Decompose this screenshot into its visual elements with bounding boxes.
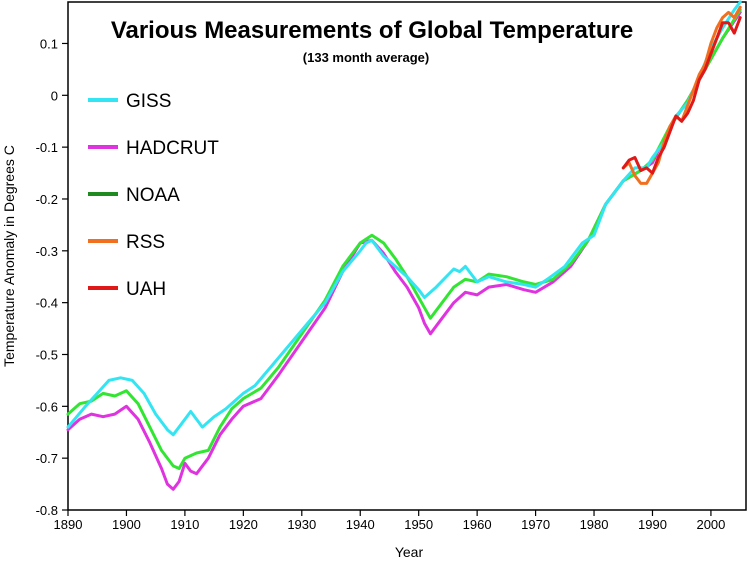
y-tick-label: 0.1 [40, 36, 58, 51]
x-tick-label: 1960 [463, 517, 492, 532]
x-tick-label: 1940 [346, 517, 375, 532]
chart-title: Various Measurements of Global Temperatu… [111, 17, 633, 44]
y-axis-label: Temperature Anomaly in Degrees C [1, 145, 17, 367]
legend-label-hadcrut: HADCRUT [126, 138, 219, 159]
legend-label-noaa: NOAA [126, 185, 180, 206]
legend-label-uah: UAH [126, 279, 166, 300]
y-tick-label: -0.8 [36, 503, 58, 518]
x-tick-label: 1990 [638, 517, 667, 532]
x-tick-label: 1910 [170, 517, 199, 532]
y-tick-label: -0.3 [36, 244, 58, 259]
legend: GISS HADCRUT NOAA RSS UAH [88, 91, 219, 300]
chart-subtitle: (133 month average) [303, 50, 429, 65]
y-tick-label: -0.1 [36, 140, 58, 155]
plot-area [67, 1, 747, 511]
series-line-uah [621, 16, 742, 175]
x-tick-label: 1930 [287, 517, 316, 532]
x-tick-label: 1980 [580, 517, 609, 532]
x-tick-label: 1900 [112, 517, 141, 532]
x-axis-label: Year [395, 544, 424, 560]
y-tick-label: -0.2 [36, 192, 58, 207]
x-tick-label: 2000 [696, 517, 725, 532]
y-tick-label: -0.7 [36, 451, 58, 466]
y-tick-label: -0.6 [36, 399, 58, 414]
y-tick-label: -0.4 [36, 296, 58, 311]
x-tick-label: 1920 [229, 517, 258, 532]
y-tick-label: -0.5 [36, 347, 58, 362]
x-tick-label: 1970 [521, 517, 550, 532]
series-lines [66, 0, 742, 491]
y-axis-ticks: 0.1 0 -0.1 -0.2 -0.3 -0.4 -0.5 -0.6 -0.7 -0.8 [36, 36, 68, 518]
x-axis-ticks: 1890 1900 1910 1920 1930 1940 1950 1960 1970 1980… [54, 510, 725, 532]
y-tick-label: 0 [51, 88, 58, 103]
series-line-giss [66, 0, 742, 437]
x-tick-label: 1950 [404, 517, 433, 532]
legend-label-rss: RSS [126, 232, 165, 253]
legend-label-giss: GISS [126, 91, 171, 112]
x-tick-label: 1890 [54, 517, 83, 532]
